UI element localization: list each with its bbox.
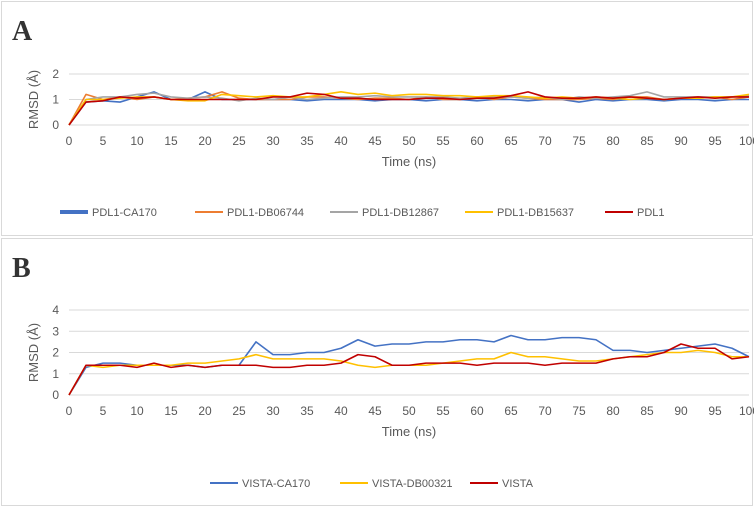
x-tick-label: 85 bbox=[640, 134, 654, 148]
y-axis-label: RMSD (Å) bbox=[26, 323, 41, 382]
y-tick-label: 3 bbox=[52, 324, 59, 338]
x-tick-label: 5 bbox=[100, 404, 107, 418]
legend-label: PDL1-CA170 bbox=[92, 207, 157, 219]
series-line-vista bbox=[68, 343, 750, 396]
x-tick-label: 30 bbox=[266, 404, 280, 418]
y-tick-label: 2 bbox=[52, 346, 59, 360]
legend-label: VISTA-CA170 bbox=[242, 478, 310, 490]
x-tick-label: 65 bbox=[504, 404, 518, 418]
legend-label: PDL1-DB15637 bbox=[497, 207, 574, 219]
x-tick-label: 80 bbox=[606, 134, 620, 148]
panel-b: B 0 1 2 3 4 0 5 10 15 20 25 30 35 40 45 50 55 60 65 70 75 80 8… bbox=[1, 238, 754, 506]
x-tick-label: 100 bbox=[739, 134, 754, 148]
x-tick-label: 15 bbox=[164, 404, 178, 418]
y-tick-label: 4 bbox=[52, 303, 59, 317]
panel-a-label: A bbox=[12, 16, 33, 47]
x-axis-label: Time (ns) bbox=[382, 424, 436, 439]
panel-a: A 0 1 2 0 5 10 15 20 25 30 35 40 45 50 55 60 65 70 75 80 85 9… bbox=[1, 1, 754, 236]
y-tick-label: 0 bbox=[52, 388, 59, 402]
x-tick-label: 45 bbox=[368, 134, 382, 148]
y-tick-label: 2 bbox=[52, 67, 59, 81]
legend-label: PDL1-DB06744 bbox=[227, 207, 304, 219]
x-tick-label: 75 bbox=[572, 404, 586, 418]
x-tick-label: 100 bbox=[739, 404, 754, 418]
x-tick-label: 10 bbox=[130, 134, 144, 148]
x-tick-label: 20 bbox=[198, 404, 212, 418]
x-tick-label: 90 bbox=[674, 134, 688, 148]
x-tick-label: 60 bbox=[470, 404, 484, 418]
x-tick-label: 40 bbox=[334, 404, 348, 418]
x-tick-label: 15 bbox=[164, 134, 178, 148]
x-tick-label: 70 bbox=[538, 404, 552, 418]
legend-label: VISTA bbox=[502, 478, 534, 490]
x-tick-label: 90 bbox=[674, 404, 688, 418]
x-tick-label: 70 bbox=[538, 134, 552, 148]
x-tick-label: 85 bbox=[640, 404, 654, 418]
x-tick-label: 65 bbox=[504, 134, 518, 148]
series-line-pdl1-db12867 bbox=[68, 91, 750, 126]
x-tick-label: 30 bbox=[266, 134, 280, 148]
legend-label: PDL1 bbox=[637, 207, 665, 219]
x-tick-label: 55 bbox=[436, 404, 450, 418]
x-tick-label: 75 bbox=[572, 134, 586, 148]
x-tick-label: 55 bbox=[436, 134, 450, 148]
x-tick-label: 25 bbox=[232, 404, 246, 418]
y-tick-label: 0 bbox=[52, 118, 59, 132]
x-tick-label: 50 bbox=[402, 404, 416, 418]
x-tick-label: 60 bbox=[470, 134, 484, 148]
x-tick-label: 50 bbox=[402, 134, 416, 148]
legend-label: VISTA-DB00321 bbox=[372, 478, 453, 490]
x-tick-label: 80 bbox=[606, 404, 620, 418]
panel-b-label: B bbox=[12, 253, 31, 284]
x-tick-label: 0 bbox=[66, 134, 73, 148]
x-tick-label: 95 bbox=[708, 404, 722, 418]
x-tick-label: 0 bbox=[66, 404, 73, 418]
y-tick-label: 1 bbox=[52, 93, 59, 107]
series-line-pdl1-db15637 bbox=[68, 91, 750, 126]
series-line-pdl1 bbox=[68, 91, 749, 126]
x-tick-label: 35 bbox=[300, 404, 314, 418]
x-tick-label: 10 bbox=[130, 404, 144, 418]
x-tick-label: 25 bbox=[232, 134, 246, 148]
x-tick-label: 40 bbox=[334, 134, 348, 148]
x-tick-label: 20 bbox=[198, 134, 212, 148]
legend-label: PDL1-DB12867 bbox=[362, 207, 439, 219]
x-axis-label: Time (ns) bbox=[382, 154, 436, 169]
y-tick-label: 1 bbox=[52, 367, 59, 381]
x-tick-label: 5 bbox=[100, 134, 107, 148]
x-tick-label: 35 bbox=[300, 134, 314, 148]
y-axis-label: RMSD (Å) bbox=[26, 70, 41, 129]
x-tick-label: 95 bbox=[708, 134, 722, 148]
x-tick-label: 45 bbox=[368, 404, 382, 418]
